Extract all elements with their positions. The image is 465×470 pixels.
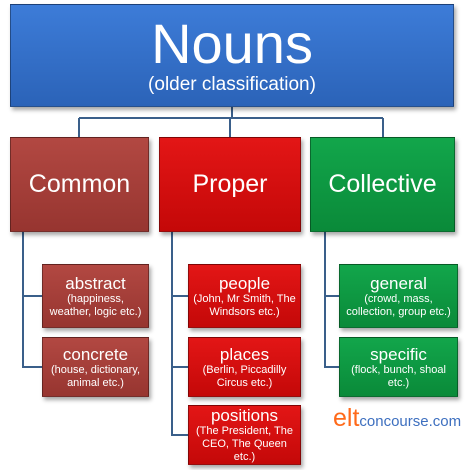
leaf-description: (John, Mr Smith, The Windsors etc.) <box>193 292 296 318</box>
leaf-title: abstract <box>65 273 126 293</box>
leaf-description: (The President, The CEO, The Queen etc.) <box>195 425 293 463</box>
brand-logo[interactable]: eltconcourse.com <box>333 404 461 433</box>
leaf-places: places (Berlin, Piccadilly Circus etc.) <box>188 337 301 397</box>
leaf-positions: positions (The President, The CEO, The Q… <box>188 405 301 465</box>
leaf-title: places <box>219 344 270 364</box>
leaf-title: general <box>370 273 427 293</box>
brand-part-elt: elt <box>333 404 360 432</box>
leaf-people: people (John, Mr Smith, The Windsors etc… <box>188 264 301 328</box>
leaf-title: specific <box>370 344 427 364</box>
leaf-description: (flock, bunch, shoal etc.) <box>351 363 446 389</box>
leaf-description: (Berlin, Piccadilly Circus etc.) <box>202 363 287 389</box>
leaf-abstract: abstract (happiness, weather, logic etc.… <box>42 264 149 328</box>
leaf-concrete: concrete (house, dictionary, animal etc.… <box>42 337 149 397</box>
brand-part-concourse: concourse.com <box>359 413 462 430</box>
leaf-title: positions <box>210 406 279 425</box>
leaf-description: (crowd, mass, collection, group etc.) <box>346 292 451 318</box>
leaf-title: concrete <box>62 344 129 364</box>
leaf-description: (house, dictionary, animal etc.) <box>50 363 141 389</box>
leaf-specific: specific (flock, bunch, shoal etc.) <box>339 337 458 397</box>
category-proper: Proper <box>159 137 301 232</box>
leaf-general: general (crowd, mass, collection, group … <box>339 264 458 328</box>
root-title: Nouns <box>151 11 313 75</box>
root-subtitle: (older classification) <box>148 73 316 95</box>
category-common: Common <box>10 137 149 232</box>
leaf-title: people <box>218 273 271 293</box>
category-collective: Collective <box>310 137 455 232</box>
leaf-description: (happiness, weather, logic etc.) <box>49 292 142 318</box>
root-node-nouns: Nouns (older classification) <box>10 4 454 107</box>
